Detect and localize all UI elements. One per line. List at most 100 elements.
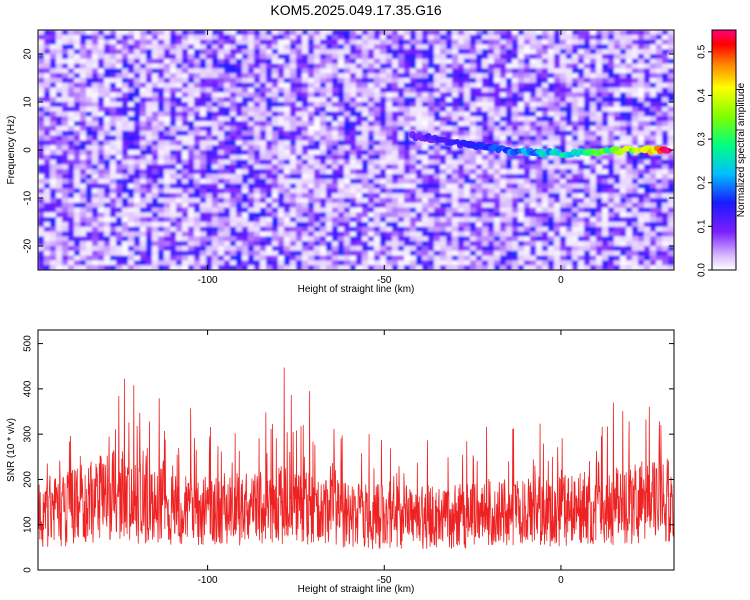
heatmap-cell — [176, 246, 183, 252]
heatmap-cell — [386, 193, 393, 199]
heatmap-cell — [188, 82, 195, 89]
heatmap-cell — [464, 130, 471, 137]
heatmap-cell — [74, 106, 81, 113]
heatmap-cell — [170, 39, 177, 45]
heatmap-cell — [158, 250, 165, 257]
heatmap-cell — [152, 183, 159, 189]
heatmap-cell — [44, 102, 51, 108]
heatmap-cell — [650, 246, 657, 252]
heatmap-cell — [638, 150, 645, 156]
heatmap-cell — [356, 34, 363, 41]
heatmap-cell — [536, 58, 543, 65]
heatmap-cell — [506, 49, 513, 55]
heatmap-cell — [656, 30, 663, 36]
heatmap-cell — [104, 73, 111, 79]
heatmap-cell — [356, 188, 363, 194]
heatmap-cell — [422, 44, 429, 50]
heatmap-cell — [422, 159, 429, 165]
heatmap-cell — [152, 202, 159, 209]
heatmap-cell — [68, 241, 75, 247]
heatmap-cell — [632, 246, 639, 252]
heatmap-cell — [194, 135, 201, 141]
heatmap-cell — [452, 174, 459, 180]
heatmap-cell — [278, 30, 285, 36]
heatmap-cell — [98, 102, 105, 108]
heatmap-cell — [632, 44, 639, 50]
heatmap-cell — [668, 226, 674, 233]
heatmap-cell — [494, 226, 501, 233]
heatmap-cell — [176, 135, 183, 141]
heatmap-cell — [332, 49, 339, 55]
heatmap-cell — [212, 202, 219, 209]
heatmap-cell — [392, 78, 399, 84]
heatmap-cell — [98, 87, 105, 93]
heatmap-cell — [650, 44, 657, 50]
heatmap-cell — [644, 116, 651, 122]
heatmap-cell — [212, 116, 219, 122]
heatmap-cell — [554, 135, 561, 141]
heatmap-cell — [158, 87, 165, 93]
heatmap-cell — [404, 222, 411, 228]
heatmap-cell — [242, 130, 249, 137]
heatmap-cell — [158, 130, 165, 137]
heatmap-cell — [86, 63, 93, 69]
heatmap-cell — [632, 49, 639, 55]
heatmap-cell — [56, 44, 63, 50]
heatmap-cell — [320, 135, 327, 141]
heatmap-cell — [350, 241, 357, 247]
heatmap-cell — [164, 178, 171, 185]
heatmap-cell — [338, 154, 345, 161]
heatmap-cell — [80, 241, 87, 247]
heatmap-cell — [554, 178, 561, 185]
heatmap-cell — [122, 130, 129, 137]
heatmap-cell — [644, 106, 651, 113]
heatmap-cell — [416, 222, 423, 228]
heatmap-cell — [266, 68, 273, 74]
heatmap-cell — [230, 159, 237, 165]
heatmap-cell — [56, 212, 63, 218]
heatmap-cell — [266, 116, 273, 122]
heatmap-cell — [488, 97, 495, 103]
heatmap-cell — [506, 34, 513, 41]
heatmap-cell — [290, 68, 297, 74]
heatmap-cell — [296, 92, 303, 98]
heatmap-cell — [554, 92, 561, 98]
heatmap-cell — [560, 222, 567, 228]
heatmap-cell — [266, 92, 273, 98]
heatmap-cell — [632, 97, 639, 103]
heatmap-cell — [656, 178, 663, 185]
heatmap-cell — [200, 106, 207, 113]
heatmap-cell — [536, 246, 543, 252]
heatmap-cell — [128, 78, 135, 84]
heatmap-cell — [332, 121, 339, 127]
heatmap-cell — [548, 73, 555, 79]
heatmap-cell — [356, 236, 363, 242]
heatmap-cell — [512, 236, 519, 242]
heatmap-cell — [554, 241, 561, 247]
heatmap-cell — [662, 130, 669, 137]
heatmap-cell — [272, 34, 279, 41]
heatmap-cell — [446, 183, 453, 189]
heatmap-cell — [326, 58, 333, 65]
heatmap-cell — [434, 188, 441, 194]
heatmap-cell — [86, 49, 93, 55]
heatmap-cell — [326, 150, 333, 156]
heatmap-cell — [662, 97, 669, 103]
heatmap-cell — [596, 82, 603, 89]
heatmap-cell — [260, 63, 267, 69]
heatmap-cell — [146, 87, 153, 93]
heatmap-cell — [200, 202, 207, 209]
heatmap-cell — [62, 246, 69, 252]
heatmap-cell — [524, 30, 531, 36]
heatmap-cell — [362, 193, 369, 199]
heatmap-cell — [350, 246, 357, 252]
heatmap-cell — [374, 159, 381, 165]
heatmap-cell — [236, 78, 243, 84]
heatmap-cell — [254, 193, 261, 199]
heatmap-cell — [524, 246, 531, 252]
heatmap-cell — [122, 121, 129, 127]
heatmap-cell — [308, 140, 315, 146]
heatmap-cell — [416, 82, 423, 89]
heatmap-cell — [452, 87, 459, 93]
heatmap-cell — [560, 49, 567, 55]
